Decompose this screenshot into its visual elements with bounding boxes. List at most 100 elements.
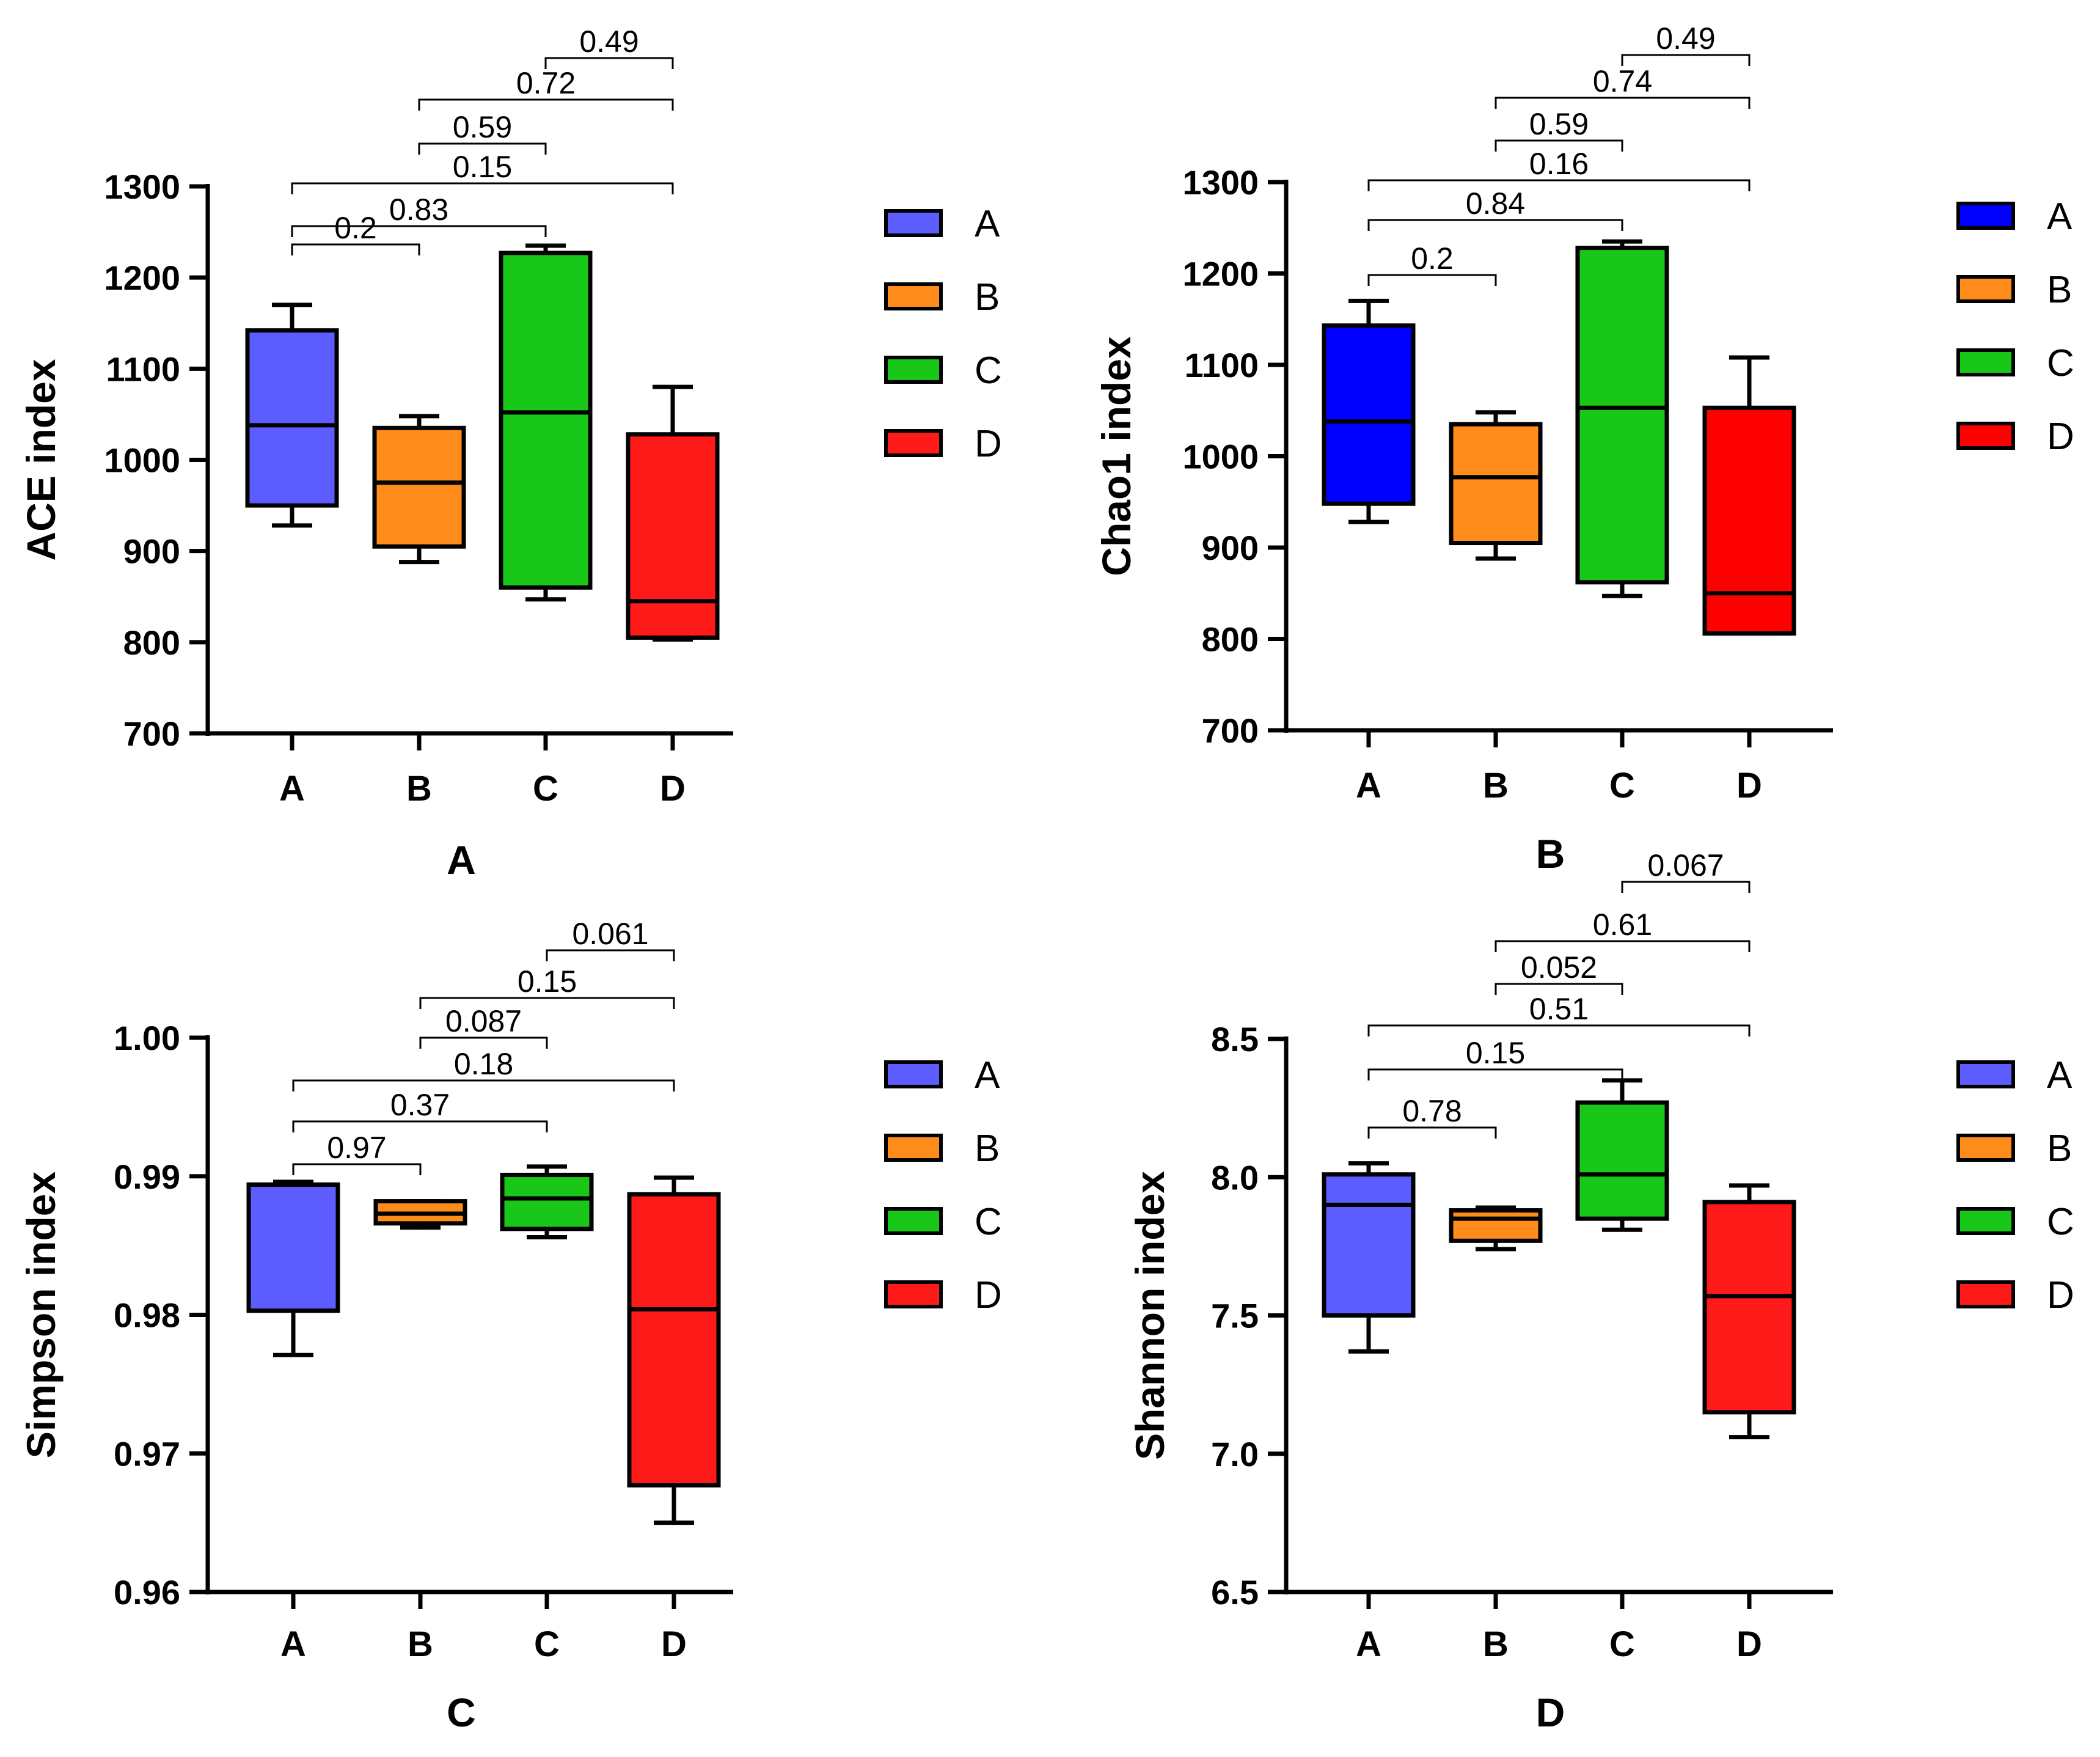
comparison-bracket	[1495, 97, 1751, 109]
p-value-label: 0.15	[518, 964, 577, 999]
box-body	[499, 251, 593, 590]
p-value-label: 0.37	[390, 1088, 450, 1122]
box-a	[1322, 298, 1416, 524]
y-tick-label: 7.5	[1211, 1297, 1259, 1335]
legend-item-a: A	[1956, 1054, 2073, 1096]
box-a	[1322, 1161, 1416, 1354]
legend-swatch	[884, 1134, 943, 1162]
p-value-label: 0.84	[1466, 186, 1525, 221]
y-axis-label: ACE index	[18, 359, 64, 560]
comparison-b-c: 0.052	[1495, 950, 1623, 995]
comparison-a-d: 0.16	[1367, 147, 1751, 191]
y-tick-label: 1300	[104, 167, 180, 206]
p-value-label: 0.15	[1466, 1036, 1525, 1070]
y-tick-label: 7.0	[1211, 1435, 1259, 1473]
p-value-label: 0.78	[1402, 1094, 1462, 1128]
p-value-label: 0.97	[327, 1131, 386, 1165]
box-body	[1575, 1100, 1669, 1221]
x-tick-label: A	[280, 1624, 306, 1664]
comparison-c-d: 0.49	[1621, 21, 1751, 66]
p-value-label: 0.49	[579, 24, 638, 59]
comparison-a-c: 0.84	[1367, 186, 1623, 231]
legend-item-c: C	[884, 1201, 1002, 1243]
p-value-label: 0.067	[1647, 848, 1724, 882]
comparison-a-b: 0.78	[1367, 1094, 1497, 1139]
box-body	[626, 432, 720, 640]
legend-label: A	[975, 203, 1000, 245]
x-tick-label: C	[1609, 1624, 1635, 1664]
comparison-bracket	[419, 1036, 548, 1049]
y-tick-label: 1.00	[114, 1019, 180, 1057]
p-value-label: 0.51	[1529, 992, 1589, 1026]
y-axis-label: Shannon index	[1127, 1171, 1173, 1460]
box-c	[1575, 1078, 1669, 1232]
box-body	[1575, 246, 1669, 585]
legend-item-c: C	[1956, 342, 2074, 384]
comparison-bracket	[1367, 219, 1623, 231]
legend-swatch	[1956, 275, 2015, 303]
comparison-b-c: 0.59	[1495, 107, 1623, 152]
x-tick-label: A	[1356, 1624, 1381, 1664]
y-tick-label: 0.96	[114, 1573, 180, 1612]
legend-swatch	[1956, 1134, 2015, 1162]
p-value-label: 0.2	[334, 211, 377, 245]
comparison-bracket	[544, 57, 674, 69]
p-value-label: 0.15	[453, 150, 512, 184]
box-body	[1322, 1172, 1416, 1318]
box-d	[1702, 355, 1796, 636]
y-tick-label: 0.97	[114, 1434, 180, 1473]
panel-label: D	[1536, 1690, 1565, 1735]
x-tick-label: D	[661, 1624, 687, 1664]
x-tick-label: B	[1483, 766, 1509, 805]
legend-swatch	[884, 282, 943, 310]
y-tick-label: 1000	[1182, 438, 1259, 476]
comparison-a-c: 0.83	[291, 193, 547, 237]
comparison-a-c: 0.37	[292, 1088, 548, 1132]
y-tick-label: 1300	[1182, 163, 1259, 202]
legend-label: B	[975, 276, 1000, 318]
y-tick-label: 800	[123, 623, 180, 662]
comparison-bracket	[419, 997, 675, 1009]
legend-swatch	[1956, 1207, 2015, 1235]
box-d	[1702, 1183, 1796, 1440]
comparison-c-d: 0.067	[1621, 848, 1751, 893]
panel-label: B	[1536, 831, 1565, 876]
x-tick-label: B	[406, 769, 432, 809]
legend-label: A	[975, 1054, 1000, 1096]
legend-label: D	[975, 423, 1002, 465]
comparison-bracket	[292, 1079, 675, 1091]
panel-label: A	[447, 837, 476, 882]
legend-swatch	[884, 1060, 943, 1088]
comparison-bracket	[292, 1120, 548, 1132]
legend-item-a: A	[1956, 196, 2073, 238]
comparison-b-d: 0.72	[418, 66, 674, 111]
x-tick-label: B	[408, 1624, 433, 1664]
y-axis-label: Chao1 index	[1094, 336, 1139, 576]
legend-item-d: D	[884, 423, 1002, 465]
legend-swatch	[884, 1280, 943, 1308]
p-value-label: 0.49	[1656, 21, 1715, 56]
box-body	[372, 425, 466, 549]
legend-item-b: B	[1956, 269, 2072, 311]
comparison-bracket	[546, 949, 675, 961]
comparison-a-b: 0.97	[292, 1131, 422, 1175]
legend-swatch	[1956, 1280, 2015, 1308]
comparison-bracket	[1495, 940, 1751, 952]
y-tick-label: 1200	[1182, 255, 1259, 293]
y-tick-label: 1200	[104, 259, 180, 297]
box-b	[1449, 410, 1543, 561]
box-a	[246, 1179, 340, 1357]
legend-item-d: D	[884, 1274, 1002, 1316]
box-b	[373, 1199, 467, 1230]
p-value-label: 0.59	[453, 110, 512, 144]
y-tick-label: 8.5	[1211, 1020, 1259, 1058]
panel-label: C	[447, 1690, 476, 1735]
box-body	[245, 328, 339, 508]
legend-label: D	[2047, 416, 2074, 458]
y-tick-label: 1000	[104, 441, 180, 480]
comparison-bracket	[1621, 54, 1751, 66]
legend-label: C	[975, 350, 1002, 392]
x-tick-label: D	[1736, 1624, 1762, 1664]
y-tick-label: 1100	[1185, 346, 1259, 384]
